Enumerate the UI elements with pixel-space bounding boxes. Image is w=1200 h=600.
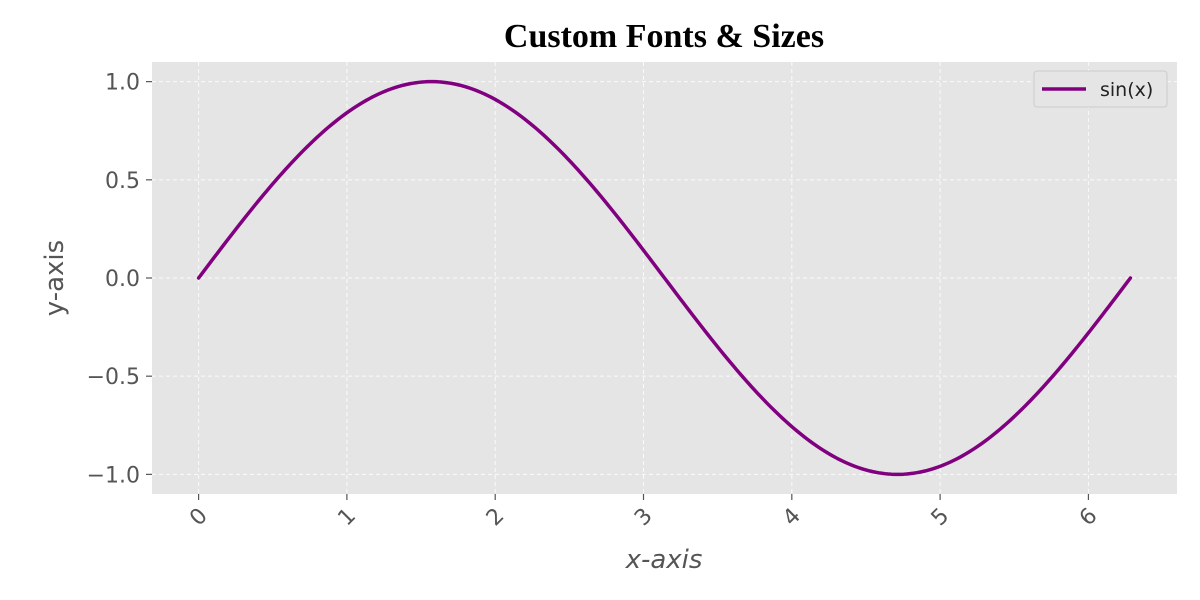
legend-label-sin: sin(x) bbox=[1100, 79, 1153, 101]
legend: sin(x) bbox=[1033, 70, 1168, 108]
y-tick-label: 0.0 bbox=[105, 267, 140, 292]
y-tick-label: 1.0 bbox=[105, 71, 140, 96]
series-group bbox=[196, 79, 1133, 477]
x-tick-label: 6 bbox=[1075, 504, 1103, 532]
y-axis-ticks: 1.0 0.5 0.0 −0.5 −1.0 bbox=[87, 71, 152, 488]
y-axis-label: y-axis bbox=[40, 240, 70, 316]
x-axis-label: x-axis bbox=[625, 545, 703, 575]
legend-frame bbox=[1033, 70, 1168, 108]
y-tick-label: −1.0 bbox=[87, 463, 140, 488]
x-tick-label: 2 bbox=[482, 504, 510, 532]
x-tick-label: 0 bbox=[185, 504, 213, 532]
x-tick-label: 5 bbox=[927, 504, 955, 532]
x-tick-label: 1 bbox=[333, 504, 361, 532]
x-axis-ticks: 0 1 2 3 4 5 6 bbox=[185, 494, 1103, 532]
x-tick-label: 3 bbox=[630, 504, 658, 532]
y-tick-label: 0.5 bbox=[105, 169, 140, 194]
chart-title: Custom Fonts & Sizes bbox=[504, 18, 824, 55]
x-tick-label: 4 bbox=[778, 504, 806, 532]
series-line-sin bbox=[196, 79, 1133, 477]
y-tick-label: −0.5 bbox=[87, 365, 140, 390]
